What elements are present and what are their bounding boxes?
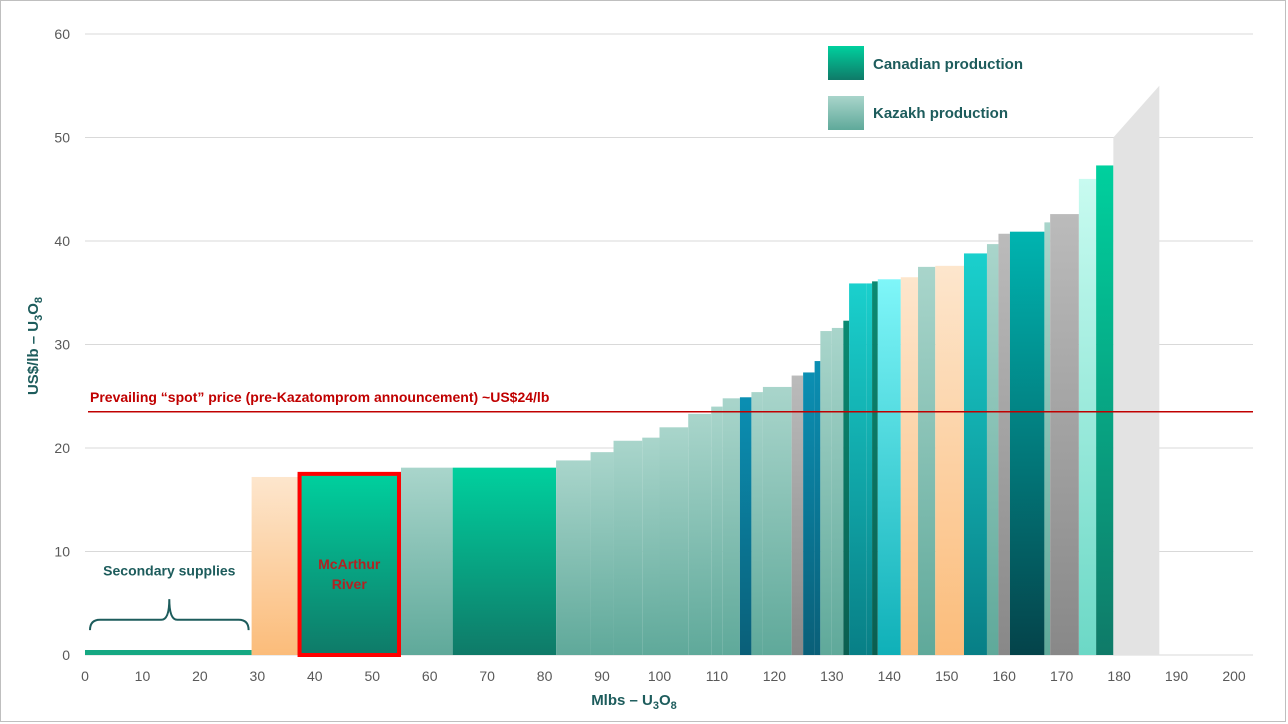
bar-mint xyxy=(1078,178,1097,655)
bar-canadian xyxy=(1096,165,1114,655)
x-tick-label: 180 xyxy=(1107,668,1131,684)
bar-teal xyxy=(963,253,987,656)
svg-text:Mlbs – U3O8: Mlbs – U3O8 xyxy=(591,692,677,712)
bar-darkteal xyxy=(1009,231,1045,655)
x-tick-label: 80 xyxy=(537,668,553,684)
y-tick-label: 20 xyxy=(54,440,70,456)
x-tick-label: 20 xyxy=(192,668,208,684)
mcarthur-label-line-2: River xyxy=(332,576,368,592)
bar-kazakh xyxy=(820,331,832,655)
x-tick-label: 200 xyxy=(1222,668,1246,684)
bar-kazakh xyxy=(642,437,660,655)
bar-kazakh xyxy=(762,386,792,655)
y-tick-label: 0 xyxy=(62,647,70,663)
x-tick-label: 150 xyxy=(935,668,959,684)
brace-icon xyxy=(89,599,250,631)
spot-price-label: Prevailing “spot” price (pre-Kazatomprom… xyxy=(90,389,549,405)
bar-grey xyxy=(998,233,1010,655)
spot-price-line: Prevailing “spot” price (pre-Kazatomprom… xyxy=(88,389,1253,413)
bar-kazakh xyxy=(1044,222,1051,655)
bar-blue xyxy=(814,361,821,655)
x-tick-label: 120 xyxy=(763,668,787,684)
x-tick-labels: 0 10 20 30 40 50 60 70 80 90 100 110 120 130 140 150 160… xyxy=(81,668,1246,684)
bar-canadian xyxy=(297,473,401,655)
y-tick-labels: 0 10 20 30 40 50 60 xyxy=(54,26,70,663)
bar-kazakh xyxy=(688,413,712,655)
legend-swatch-canadian xyxy=(828,46,864,80)
bar-teal xyxy=(866,283,873,655)
secondary-supplies-annotation: Secondary supplies xyxy=(89,562,250,631)
cost-bars xyxy=(85,85,1160,656)
x-tick-label: 190 xyxy=(1165,668,1189,684)
bar-secondary-supplies xyxy=(85,650,252,655)
x-tick-label: 50 xyxy=(364,668,380,684)
bar-other_peach xyxy=(935,265,964,655)
x-axis-title: Mlbs – U3O8 xyxy=(591,692,677,712)
future-supply-wedge xyxy=(1113,85,1160,655)
x-tick-label: 140 xyxy=(878,668,902,684)
bar-kazakh xyxy=(711,406,723,655)
legend-label-kazakh: Kazakh production xyxy=(873,105,1008,122)
y-tick-label: 40 xyxy=(54,233,70,249)
y-tick-label: 30 xyxy=(54,337,70,353)
mcarthur-river-highlight: McArthur River xyxy=(297,471,401,657)
bar-kazakh xyxy=(831,327,844,655)
bar-blue xyxy=(739,397,752,655)
legend-swatch-kazakh xyxy=(828,96,864,130)
y-axis-title: US$/lb – U3O8 xyxy=(25,297,45,395)
bar-kazakh xyxy=(556,460,591,655)
mcarthur-label-line-1: McArthur xyxy=(318,556,381,572)
y-tick-label: 60 xyxy=(54,26,70,42)
bar-teal xyxy=(849,283,867,655)
x-tick-label: 100 xyxy=(648,668,672,684)
x-tick-label: 0 xyxy=(81,668,89,684)
bar-kazakh xyxy=(722,398,740,655)
x-tick-label: 70 xyxy=(479,668,495,684)
svg-text:US$/lb – U3O8: US$/lb – U3O8 xyxy=(25,297,45,395)
x-tick-label: 170 xyxy=(1050,668,1074,684)
bar-kazakh xyxy=(986,244,999,656)
x-tick-label: 60 xyxy=(422,668,438,684)
bar-canadian xyxy=(452,467,557,655)
bar-grey xyxy=(791,375,804,655)
bar-grey xyxy=(1050,214,1079,655)
bar-blue xyxy=(803,372,815,655)
bar-kazakh xyxy=(918,266,936,655)
bar-kazakh xyxy=(659,427,689,655)
x-tick-label: 40 xyxy=(307,668,323,684)
bar-deepgreen xyxy=(872,281,878,655)
bar-kazakh xyxy=(590,452,614,655)
x-tick-label: 10 xyxy=(135,668,151,684)
bar-other_peach xyxy=(900,277,919,655)
bar-deepgreen xyxy=(843,320,850,655)
bar-kazakh xyxy=(400,467,453,655)
y-tick-label: 50 xyxy=(54,130,70,146)
bar-kazakh xyxy=(613,440,643,655)
x-tick-label: 130 xyxy=(820,668,844,684)
bar-cyan xyxy=(877,279,901,655)
legend-label-canadian: Canadian production xyxy=(873,56,1023,73)
legend: Canadian production Kazakh production xyxy=(828,46,1023,130)
bar-other_peach xyxy=(251,476,298,655)
x-tick-label: 110 xyxy=(706,668,729,684)
bar-kazakh xyxy=(751,392,763,655)
x-tick-label: 160 xyxy=(993,668,1017,684)
y-tick-label: 10 xyxy=(54,544,70,560)
secondary-supplies-label: Secondary supplies xyxy=(103,562,235,578)
x-tick-label: 90 xyxy=(594,668,610,684)
x-tick-label: 30 xyxy=(250,668,266,684)
